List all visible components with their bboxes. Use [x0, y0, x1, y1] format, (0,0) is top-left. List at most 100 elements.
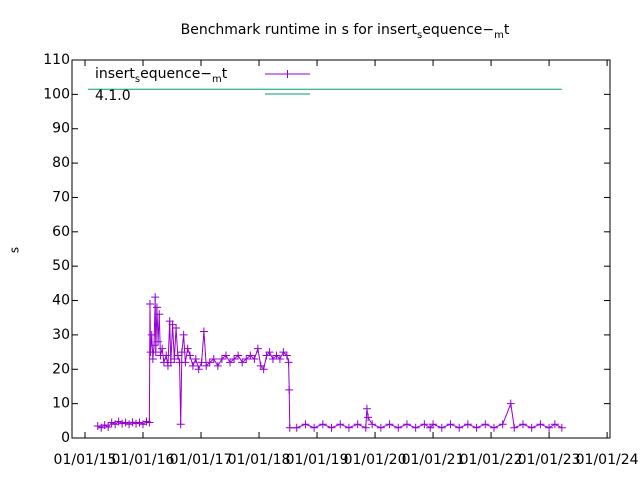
point-marker [155, 310, 164, 319]
point-marker [353, 420, 362, 429]
text-part: s [135, 74, 140, 85]
point-marker [188, 361, 197, 370]
point-marker [285, 423, 294, 432]
point-marker [135, 418, 144, 427]
point-marker [132, 419, 141, 428]
text-part: equence− [140, 66, 212, 82]
point-marker [510, 423, 519, 432]
x-tick-label: 01/01/16 [112, 452, 175, 468]
point-marker [230, 354, 239, 363]
point-marker [151, 293, 160, 302]
legend-label: insertsequence−mt [95, 66, 228, 85]
point-marker [199, 327, 208, 336]
legend-marker [283, 70, 292, 78]
point-marker [344, 423, 353, 432]
point-marker [177, 348, 186, 357]
point-marker [429, 420, 438, 429]
y-tick-label: 70 [52, 189, 70, 205]
point-marker [168, 320, 177, 329]
point-marker [148, 354, 157, 363]
point-marker [253, 344, 262, 353]
point-marker [150, 341, 159, 350]
y-tick-label: 110 [43, 52, 70, 68]
point-marker [318, 420, 327, 429]
y-tick-label: 20 [52, 361, 70, 377]
y-tick-label: 50 [52, 258, 70, 274]
point-marker [176, 420, 185, 429]
point-marker [209, 354, 218, 363]
point-marker [282, 351, 291, 360]
point-marker [93, 421, 102, 430]
x-tick-label: 01/01/17 [170, 452, 233, 468]
point-marker [118, 419, 127, 428]
point-marker [246, 351, 255, 360]
x-tick-label: 01/01/22 [460, 452, 523, 468]
point-marker [536, 420, 545, 429]
y-tick-label: 100 [43, 86, 70, 102]
y-tick-label: 10 [52, 396, 70, 412]
point-marker [284, 358, 293, 367]
point-marker [158, 344, 167, 353]
point-marker [336, 420, 345, 429]
point-marker [385, 420, 394, 429]
point-marker [292, 423, 301, 432]
point-marker [550, 420, 559, 429]
point-marker [191, 354, 200, 363]
point-marker [147, 330, 156, 339]
point-marker [489, 423, 498, 432]
point-marker [202, 361, 211, 370]
point-marker [226, 358, 235, 367]
text-part: m [494, 30, 504, 41]
point-marker [181, 358, 190, 367]
point-marker [221, 351, 230, 360]
x-tick-label: 01/01/24 [576, 452, 639, 468]
point-marker [250, 354, 259, 363]
text-part: insert [95, 66, 135, 82]
text-part: equence− [422, 22, 494, 38]
point-marker [557, 423, 566, 432]
x-tick-label: 01/01/15 [54, 452, 117, 468]
point-marker [545, 423, 554, 432]
point-marker [259, 365, 268, 374]
text-part: m [212, 74, 222, 85]
point-marker [268, 354, 277, 363]
point-marker [437, 423, 446, 432]
point-marker [518, 420, 527, 429]
point-marker [172, 324, 181, 333]
point-marker [107, 418, 116, 427]
point-marker [361, 423, 370, 432]
x-tick-label: 01/01/19 [286, 452, 349, 468]
point-marker [104, 423, 113, 432]
point-marker [420, 420, 429, 429]
point-marker [197, 358, 206, 367]
point-marker [272, 351, 281, 360]
plot-border [71, 59, 611, 439]
x-tick-label: 01/01/23 [518, 452, 581, 468]
point-marker [446, 420, 455, 429]
text-part: s [417, 30, 422, 41]
point-marker [394, 423, 403, 432]
point-marker [472, 423, 481, 432]
point-marker [455, 423, 464, 432]
text-part: t [504, 22, 510, 38]
point-marker [301, 420, 310, 429]
text-part: Benchmark runtime in s for insert [181, 22, 418, 38]
y-tick-label: 0 [61, 430, 70, 446]
point-marker [310, 423, 319, 432]
point-marker [100, 420, 109, 429]
chart-title: Benchmark runtime in s for insertsequenc… [181, 22, 510, 41]
point-marker [166, 358, 175, 367]
point-marker [506, 399, 515, 408]
point-marker [213, 361, 222, 370]
point-marker [205, 358, 214, 367]
point-marker [242, 354, 251, 363]
y-tick-label: 80 [52, 155, 70, 171]
point-marker [362, 404, 371, 413]
point-marker [285, 385, 294, 394]
point-marker [152, 303, 161, 312]
point-marker [217, 354, 226, 363]
point-marker [234, 351, 243, 360]
point-marker [159, 358, 168, 367]
